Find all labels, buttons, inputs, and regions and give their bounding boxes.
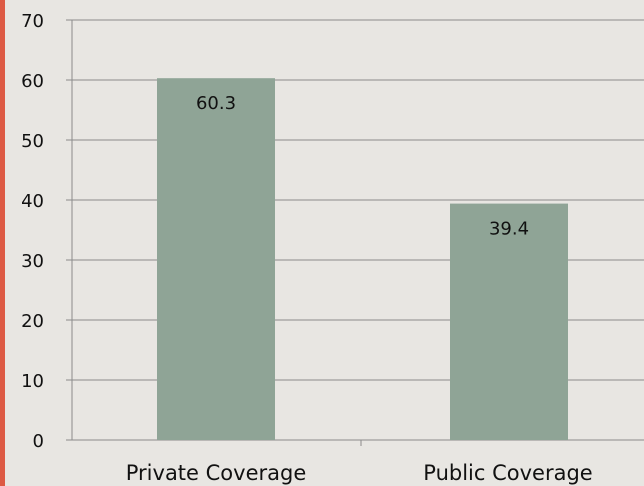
y-tick-label: 0 — [33, 431, 44, 452]
bar-public-coverage — [450, 203, 568, 440]
y-tick-label: 50 — [21, 131, 44, 152]
y-tick-label: 70 — [21, 11, 44, 32]
data-label: 39.4 — [489, 219, 529, 240]
y-tick-label: 30 — [21, 251, 44, 272]
y-tick-label: 20 — [21, 311, 44, 332]
y-tick-label: 60 — [21, 71, 44, 92]
y-tick-label: 40 — [21, 191, 44, 212]
accent-bar — [0, 0, 5, 486]
x-category-label: Private Coverage — [126, 461, 307, 485]
bars — [157, 78, 568, 440]
bar-private-coverage — [157, 78, 275, 440]
labels: 0 10 20 30 40 50 60 70 60.3 Private Coverage 39.4 P… — [21, 11, 593, 485]
y-tick-label: 10 — [21, 371, 44, 392]
x-category-label: Public Coverage — [423, 461, 592, 485]
data-label: 60.3 — [196, 93, 236, 114]
